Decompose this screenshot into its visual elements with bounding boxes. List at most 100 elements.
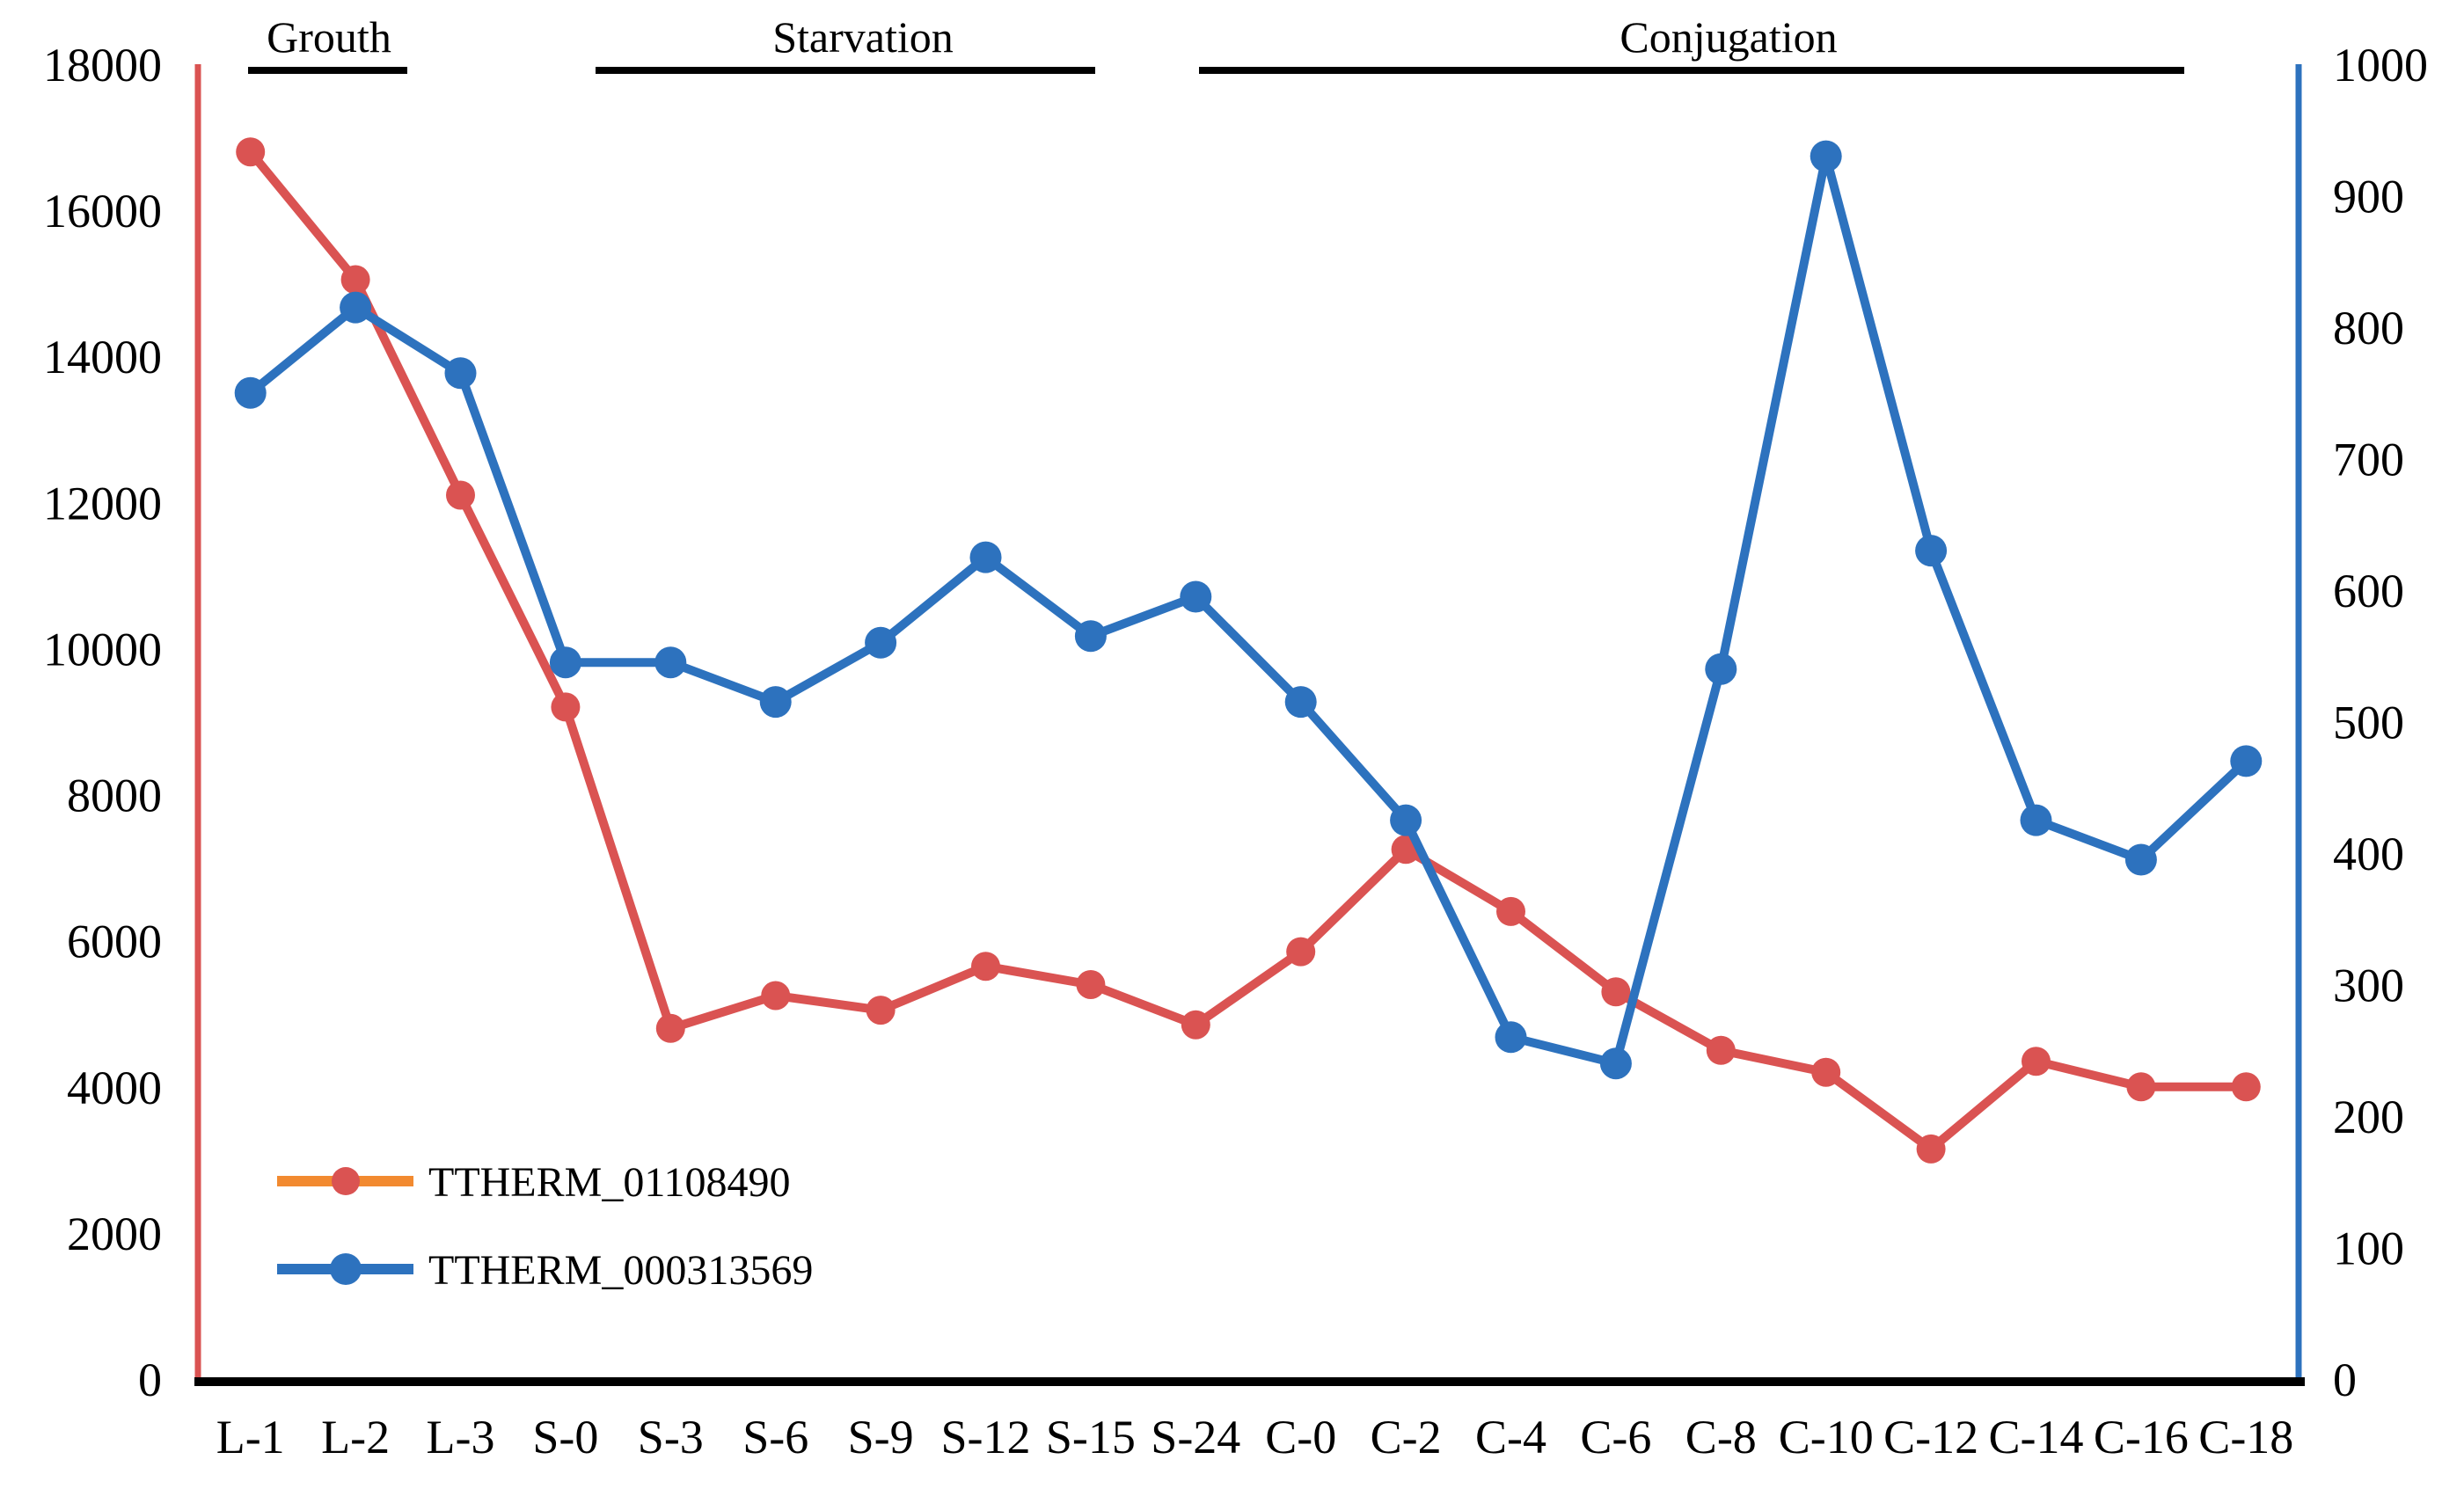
left-y-axis-line: [194, 64, 201, 1379]
data-point-TTHERM_01108490-L-3: [446, 480, 475, 510]
data-point-TTHERM_000313569-L-1: [234, 376, 267, 409]
data-point-TTHERM_000313569-C-2: [1390, 804, 1422, 836]
x-axis-label-S-6: S-6: [742, 1411, 808, 1463]
data-point-TTHERM_000313569-L-3: [444, 357, 477, 390]
phase-label-grouth: Grouth: [267, 12, 391, 62]
legend-label-TTHERM_01108490: TTHERM_01108490: [428, 1159, 791, 1206]
x-axis-label-L-1: L-1: [216, 1411, 285, 1463]
data-point-TTHERM_01108490-S-24: [1181, 1010, 1210, 1040]
left-axis-tick-16000: 16000: [43, 185, 162, 237]
left-axis-tick-18000: 18000: [43, 39, 162, 91]
data-point-TTHERM_000313569-C-10: [1810, 140, 1842, 172]
x-axis-label-C-14: C-14: [1989, 1411, 2084, 1463]
data-point-TTHERM_01108490-S-15: [1076, 970, 1106, 999]
x-axis-label-C-10: C-10: [1779, 1411, 1874, 1463]
series-line-TTHERM_01108490: [245, 147, 2251, 1154]
data-point-TTHERM_01108490-C-14: [2022, 1047, 2051, 1076]
left-axis-tick-8000: 8000: [67, 770, 162, 822]
x-axis-label-C-8: C-8: [1685, 1411, 1757, 1463]
left-axis-tick-12000: 12000: [43, 477, 162, 529]
right-y-axis-line: [2295, 64, 2302, 1379]
series-TTHERM_01108490: [236, 137, 2261, 1164]
left-axis-tick-10000: 10000: [43, 623, 162, 675]
x-axis-label-S-15: S-15: [1046, 1411, 1136, 1463]
data-point-TTHERM_01108490-C-6: [1601, 977, 1631, 1007]
x-axis-label-C-12: C-12: [1883, 1411, 1978, 1463]
x-axis-label-C-16: C-16: [2094, 1411, 2189, 1463]
data-point-TTHERM_01108490-C-0: [1286, 937, 1316, 967]
right-axis-tick-700: 700: [2333, 434, 2404, 486]
legend-item-TTHERM_000313569: TTHERM_000313569: [277, 1247, 813, 1294]
legend-item-TTHERM_01108490: TTHERM_01108490: [277, 1159, 791, 1206]
legend-dot-marker-TTHERM_01108490: [332, 1167, 360, 1195]
x-axis-label-L-2: L-2: [321, 1411, 390, 1463]
data-point-TTHERM_000313569-C-18: [2230, 745, 2263, 777]
left-axis-tick-2000: 2000: [67, 1208, 162, 1260]
right-axis-tick-600: 600: [2333, 565, 2404, 617]
phase-underline-conjugation: [1199, 67, 2184, 74]
x-axis-label-S-24: S-24: [1151, 1411, 1240, 1463]
left-axis-tick-4000: 4000: [67, 1062, 162, 1114]
left-axis-tick-0: 0: [138, 1354, 162, 1406]
data-point-TTHERM_000313569-C-8: [1705, 653, 1737, 685]
right-axis-tick-800: 800: [2333, 302, 2404, 354]
data-point-TTHERM_000313569-C-14: [2020, 804, 2052, 836]
data-point-TTHERM_000313569-C-6: [1599, 1047, 1632, 1080]
phase-underline-starvation: [596, 67, 1095, 74]
legend-dot-marker-TTHERM_000313569: [330, 1253, 362, 1285]
data-point-TTHERM_01108490-C-18: [2231, 1072, 2261, 1102]
x-axis-line: [194, 1377, 2305, 1386]
data-point-TTHERM_01108490-C-16: [2126, 1072, 2156, 1102]
data-point-TTHERM_01108490-S-0: [551, 692, 581, 722]
x-axis-label-C-2: C-2: [1371, 1411, 1442, 1463]
x-axis-label-C-0: C-0: [1265, 1411, 1336, 1463]
x-axis-label-L-3: L-3: [427, 1411, 495, 1463]
data-point-TTHERM_01108490-S-9: [866, 996, 896, 1025]
right-axis-tick-200: 200: [2333, 1091, 2404, 1143]
right-axis-tick-1000: 1000: [2333, 39, 2428, 91]
data-point-TTHERM_000313569-S-24: [1180, 580, 1212, 613]
data-point-TTHERM_01108490-C-4: [1496, 896, 1525, 926]
data-point-TTHERM_000313569-S-9: [865, 626, 897, 659]
legend-label-TTHERM_000313569: TTHERM_000313569: [428, 1247, 813, 1294]
data-point-TTHERM_01108490-L-2: [340, 265, 370, 295]
data-point-TTHERM_000313569-C-0: [1284, 686, 1317, 719]
phase-label-conjugation: Conjugation: [1620, 12, 1837, 62]
data-point-TTHERM_000313569-C-4: [1495, 1021, 1527, 1054]
data-point-TTHERM_01108490-C-12: [1916, 1134, 1946, 1164]
phase-underline-grouth: [248, 67, 407, 74]
x-axis-label-S-3: S-3: [638, 1411, 704, 1463]
series-line-TTHERM_000313569: [245, 151, 2251, 1069]
right-axis-tick-300: 300: [2333, 960, 2404, 1012]
data-point-TTHERM_000313569-S-12: [969, 541, 1002, 573]
left-axis-tick-6000: 6000: [67, 916, 162, 968]
data-point-TTHERM_000313569-C-12: [1915, 535, 1948, 567]
data-point-TTHERM_000313569-S-6: [759, 686, 792, 719]
data-point-TTHERM_01108490-S-6: [761, 981, 791, 1011]
data-point-TTHERM_000313569-C-16: [2124, 843, 2157, 876]
right-axis-tick-900: 900: [2333, 171, 2404, 223]
data-point-TTHERM_01108490-S-3: [655, 1013, 685, 1043]
right-axis-tick-0: 0: [2333, 1354, 2357, 1406]
data-point-TTHERM_000313569-S-15: [1074, 620, 1107, 653]
phase-label-starvation: Starvation: [772, 12, 954, 62]
series-TTHERM_000313569: [234, 140, 2263, 1080]
data-point-TTHERM_01108490-L-1: [236, 137, 266, 167]
data-point-TTHERM_01108490-S-12: [971, 952, 1000, 982]
right-axis-tick-400: 400: [2333, 828, 2404, 880]
x-axis-label-S-0: S-0: [532, 1411, 598, 1463]
x-axis-label-C-6: C-6: [1580, 1411, 1651, 1463]
x-axis-label-S-9: S-9: [848, 1411, 914, 1463]
data-point-TTHERM_000313569-L-2: [340, 291, 372, 324]
data-point-TTHERM_000313569-S-0: [549, 646, 581, 679]
left-axis-tick-14000: 14000: [43, 331, 162, 383]
data-point-TTHERM_01108490-C-10: [1811, 1057, 1841, 1087]
data-point-TTHERM_01108490-C-8: [1706, 1035, 1736, 1065]
data-point-TTHERM_000313569-S-3: [654, 646, 687, 679]
x-axis-label-C-4: C-4: [1475, 1411, 1546, 1463]
right-axis-tick-500: 500: [2333, 697, 2404, 749]
right-axis-tick-100: 100: [2333, 1222, 2404, 1275]
x-axis-label-S-12: S-12: [940, 1411, 1030, 1463]
